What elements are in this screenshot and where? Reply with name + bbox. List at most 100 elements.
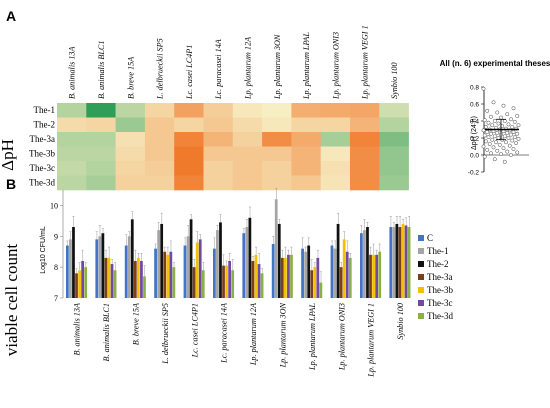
heatmap-cell bbox=[320, 117, 351, 133]
heatmap-cell bbox=[57, 103, 87, 118]
heatmap-row-label: The-3d bbox=[29, 178, 55, 188]
heatmap-cell bbox=[86, 117, 116, 133]
heatmap-cell bbox=[174, 132, 204, 147]
bar bbox=[330, 245, 334, 298]
heatmap-cell bbox=[57, 146, 87, 162]
heatmap-cell bbox=[57, 132, 87, 147]
bar bbox=[251, 260, 255, 298]
legend-label: The-3b bbox=[427, 285, 453, 295]
strain-label-top: Lp. plantarum 12A bbox=[243, 36, 252, 100]
legend-label: The-2 bbox=[427, 259, 449, 269]
heatmap-cell bbox=[115, 117, 146, 133]
inset-point bbox=[487, 142, 492, 146]
bar bbox=[78, 270, 81, 298]
heatmap-y-label: ΔpH bbox=[0, 139, 17, 171]
heatmap-cell bbox=[350, 161, 380, 176]
inset-point bbox=[489, 114, 493, 119]
strain-labels-top: B. animalis 13A B. animalis BLC1 B. breve … bbox=[68, 25, 399, 100]
bar bbox=[69, 239, 72, 298]
bar bbox=[225, 265, 228, 298]
inset-point bbox=[510, 138, 515, 143]
inset-point bbox=[509, 132, 513, 137]
inset-point bbox=[512, 135, 517, 140]
bar-y-tick-label: 9 bbox=[54, 232, 58, 241]
bar bbox=[301, 248, 304, 298]
bar bbox=[75, 273, 78, 298]
inset-title: All (n. 6) experimental theses bbox=[440, 59, 550, 68]
bar-y-tick-label: 8 bbox=[54, 263, 58, 272]
inset-point bbox=[515, 150, 520, 155]
inset-point bbox=[505, 112, 510, 117]
strain-label-top: Lc. paracasei 14A bbox=[214, 38, 223, 100]
inset-point bbox=[497, 142, 502, 147]
bar bbox=[216, 230, 219, 298]
heatmap-cell bbox=[320, 175, 351, 191]
heatmap-cell bbox=[57, 117, 87, 133]
strain-label-top: L. delbrueckii SP5 bbox=[156, 38, 165, 100]
heatmap-cell bbox=[203, 161, 234, 176]
bar bbox=[169, 251, 173, 298]
bar bbox=[257, 264, 261, 298]
heatmap-cell bbox=[86, 161, 116, 176]
heatmap-cell bbox=[144, 103, 175, 118]
bar bbox=[342, 239, 346, 298]
strain-label-bottom: Lc. casei LC4P1 bbox=[190, 303, 199, 358]
strain-label-top: Lp. plantarum ONI3 bbox=[331, 32, 340, 100]
strain-label-bottom: Lp. plantarum ONI3 bbox=[337, 303, 346, 371]
inset-point bbox=[490, 123, 495, 128]
bar bbox=[143, 276, 146, 298]
bar bbox=[307, 245, 311, 298]
strain-label-bottom: Lp. plantarum VEGI 1 bbox=[367, 303, 376, 378]
heatmap-cell bbox=[379, 175, 409, 191]
bar bbox=[345, 251, 349, 298]
heatmap-cell bbox=[262, 117, 292, 133]
bar bbox=[339, 267, 343, 298]
heatmap-cell bbox=[262, 132, 292, 147]
bar bbox=[284, 257, 287, 298]
strain-label-bottom: Lp. plantarum LPAL bbox=[308, 303, 317, 371]
heatmap-cell bbox=[203, 132, 234, 147]
inset-tick-label: 0.8 bbox=[470, 85, 479, 92]
inset-point bbox=[486, 135, 491, 140]
heatmap-cell bbox=[144, 132, 175, 147]
bar bbox=[260, 273, 264, 298]
bar bbox=[360, 233, 363, 298]
bar bbox=[157, 230, 160, 298]
bar bbox=[363, 230, 366, 298]
bar bbox=[195, 242, 199, 298]
legend-swatch bbox=[418, 248, 424, 254]
inset-point bbox=[515, 113, 520, 118]
heatmap-row-label: The-3a bbox=[30, 134, 55, 144]
heatmap-cell bbox=[144, 175, 175, 191]
bar bbox=[110, 264, 114, 298]
legend-label: The-3d bbox=[427, 311, 453, 321]
bar bbox=[389, 227, 393, 298]
heatmap-cell bbox=[57, 161, 87, 176]
heatmap-cell bbox=[232, 132, 263, 147]
inset-point bbox=[505, 130, 510, 135]
heatmap-cell bbox=[350, 175, 380, 191]
inset-tick-label: 0.2 bbox=[470, 136, 479, 143]
strain-label-top: Synbio 100 bbox=[390, 62, 399, 99]
bar bbox=[271, 244, 275, 298]
inset-point bbox=[516, 136, 521, 141]
bar bbox=[198, 239, 202, 298]
heatmap-cell bbox=[203, 146, 234, 162]
heatmap-cell bbox=[86, 132, 116, 147]
inset-point bbox=[482, 154, 487, 159]
legend-swatch bbox=[418, 261, 424, 267]
heatmap-cell bbox=[291, 103, 321, 118]
bar bbox=[280, 257, 284, 298]
inset-point bbox=[489, 151, 493, 156]
inset-point bbox=[496, 136, 501, 140]
bar bbox=[277, 223, 281, 298]
bar bbox=[348, 257, 352, 298]
bar bbox=[127, 236, 131, 298]
bar bbox=[378, 251, 382, 298]
strain-label-top: B. animalis 13A bbox=[68, 45, 77, 99]
inset-point bbox=[485, 147, 490, 152]
heatmap-cell bbox=[115, 103, 146, 118]
inset-point bbox=[509, 117, 513, 122]
panel-b-label: B bbox=[6, 176, 16, 192]
